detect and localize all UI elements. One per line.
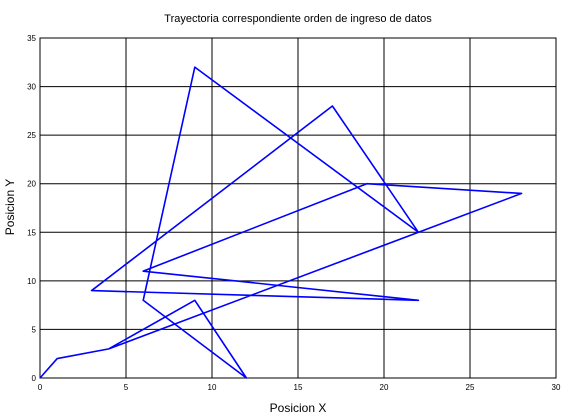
- y-tick-labels: 0 5 10 15 20 25 30 35: [27, 34, 36, 383]
- x-tick-label: 15: [294, 383, 303, 392]
- y-tick-label: 35: [27, 34, 36, 43]
- y-tick-label: 30: [27, 83, 36, 92]
- trajectory-line: [39, 66, 523, 379]
- y-tick-label: 20: [27, 180, 36, 189]
- chart-title: Trayectoria correspondiente orden de ing…: [164, 13, 432, 25]
- x-tick-label: 30: [552, 383, 561, 392]
- x-tick-label: 25: [466, 383, 475, 392]
- plot-frame: [39, 37, 557, 379]
- y-tick-label: 10: [27, 277, 36, 286]
- y-tick-label: 25: [27, 131, 36, 140]
- y-tick-label: 0: [32, 374, 37, 383]
- series-layer: [39, 66, 523, 379]
- x-tick-label: 10: [208, 383, 217, 392]
- grid: [40, 38, 556, 378]
- y-tick-label: 15: [27, 228, 36, 237]
- x-axis-label: Posicion X: [270, 401, 327, 415]
- x-tick-label: 5: [124, 383, 129, 392]
- y-tick-label: 5: [32, 325, 37, 334]
- y-axis-label: Posicion Y: [3, 179, 17, 235]
- x-tick-labels: 0 5 10 15 20 25 30: [38, 383, 561, 392]
- x-tick-label: 20: [380, 383, 389, 392]
- x-tick-label: 0: [38, 383, 43, 392]
